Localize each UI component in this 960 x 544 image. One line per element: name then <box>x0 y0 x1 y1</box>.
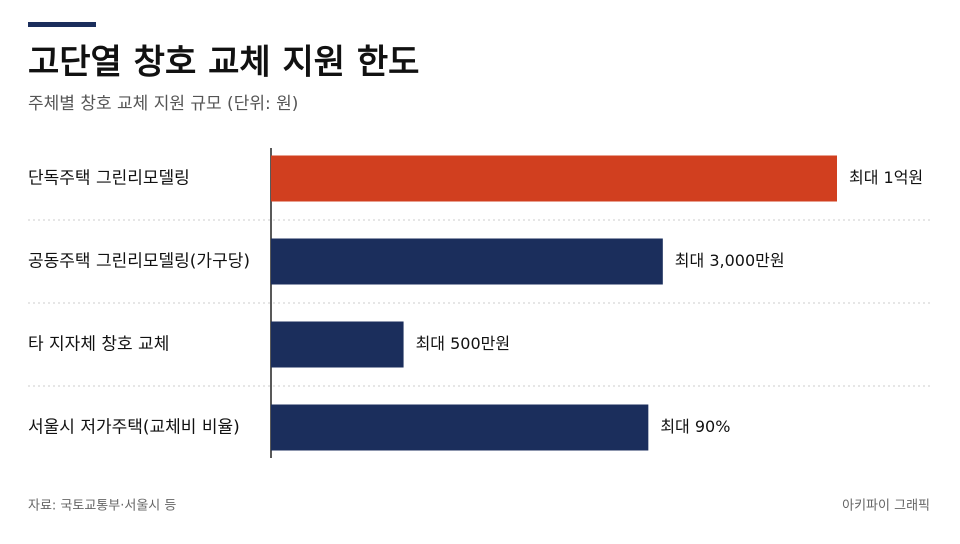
value-label: 최대 500만원 <box>416 334 511 353</box>
source: 자료: 국토교통부·서울시 등 <box>28 499 176 514</box>
chart-title: 고단열 창호 교체 지원 한도 <box>28 43 419 83</box>
value-label: 최대 1억원 <box>849 168 923 187</box>
category-label: 단독주택 그린리모델링 <box>28 169 190 189</box>
category-label: 공동주택 그린리모델링(가구당) <box>28 252 250 272</box>
category-label: 서울시 저가주택(교체비 비율) <box>28 418 240 438</box>
chart-subtitle: 주체별 창호 교체 지원 규모 (단위: 원) <box>28 94 298 114</box>
bar <box>271 321 404 368</box>
bar <box>271 155 837 202</box>
value-label: 최대 90% <box>660 417 730 436</box>
bar <box>271 404 649 451</box>
value-label: 최대 3,000만원 <box>675 251 785 270</box>
bar <box>271 238 663 285</box>
credit: 아키파이 그래픽 <box>842 499 930 514</box>
category-label: 타 지자체 창호 교체 <box>28 335 169 355</box>
accent-bar <box>28 22 96 27</box>
